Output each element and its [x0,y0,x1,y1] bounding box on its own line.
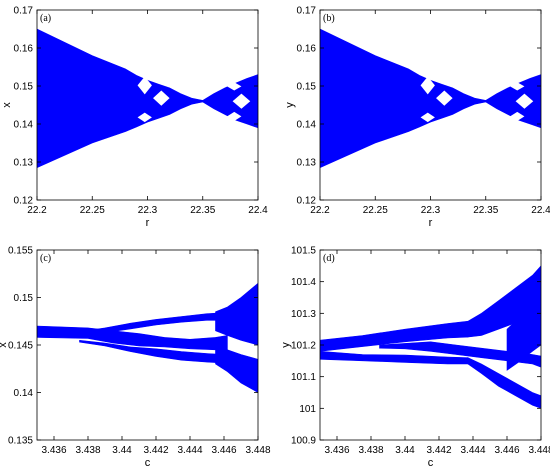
periodic-window-1 [420,76,435,95]
y-tick-label: 0.15 [14,82,34,93]
y-tick-label: 101.4 [291,277,316,288]
x-tick-label: 3.448 [245,445,270,456]
x-axis-label: c [145,457,151,469]
y-tick-label: 0.17 [14,6,34,17]
periodic-window-6 [510,111,525,121]
x-tick-label: 22.3 [421,205,441,216]
plot-area [37,282,258,393]
periodic-window-4 [227,82,242,91]
panel-c: 3.436 3.438 3.44 3.442 3.444 3.446 3.448 0.135 0… [0,246,271,470]
x-tick-label: 3.436 [41,445,66,456]
x-tick-label: 3.44 [395,445,415,456]
y-tick-label: 101.5 [291,246,316,257]
x-tick-label: 3.442 [426,445,451,456]
plot-area [320,28,541,169]
y-tick-label: 0.155 [8,246,33,257]
y-tick-label: 0.13 [297,158,317,169]
y-axis-label: x [0,342,9,348]
attractor-band-1 [320,28,541,169]
x-tick-label: 3.448 [528,445,550,456]
y-tick-label: 0.12 [14,196,34,207]
periodic-window-2 [153,90,170,106]
y-tick-label: 0.15 [14,293,34,304]
panel-label: (a) [40,13,51,24]
y-tick-label: 0.17 [297,6,317,17]
y-tick-label: 0.145 [8,341,33,352]
x-tick-label: 3.444 [460,445,485,456]
attractor-band-1 [37,28,258,169]
attractor-band-4 [467,357,541,409]
y-tick-label: 100.9 [291,436,316,447]
y-axis-label: y [280,342,292,348]
panel-b: 22.2 22.25 22.3 22.35 22.4 0.12 0.13 0.14 0.15 0.… [284,6,550,230]
x-axis-label: r [146,217,150,229]
panel-label: (c) [40,253,51,264]
attractor-band-6 [506,287,541,371]
y-tick-label: 101.1 [291,372,316,383]
y-tick-label: 0.15 [297,82,317,93]
x-tick-label: 22.35 [190,205,215,216]
x-tick-label: 22.2 [310,205,330,216]
x-axis-label: r [429,217,433,229]
x-tick-label: 22.3 [138,205,158,216]
y-tick-label: 0.16 [297,44,317,55]
x-tick-label: 22.4 [531,205,550,216]
periodic-window-1 [137,76,152,95]
x-tick-label: 3.438 [358,445,383,456]
panel-label: (d) [323,253,335,264]
periodic-window-2 [436,90,453,106]
periodic-window-6 [227,111,242,121]
y-tick-label: 101.3 [291,309,316,320]
panel-label: (b) [323,13,335,24]
y-axis-label: y [284,102,296,108]
y-tick-label: 0.14 [14,120,34,131]
plot-area [320,265,541,409]
x-tick-label: 22.35 [473,205,498,216]
y-tick-label: 0.13 [14,158,34,169]
attractor-band-5 [379,341,541,368]
x-tick-label: 22.25 [363,205,388,216]
attractor-band-4 [215,282,258,346]
periodic-window-3 [137,112,152,123]
x-tick-label: 3.44 [112,445,132,456]
y-axis-label: x [1,102,13,108]
x-tick-label: 3.436 [324,445,349,456]
y-tick-label: 0.16 [14,44,34,55]
y-tick-label: 0.14 [14,388,34,399]
y-tick-label: 101.2 [291,341,316,352]
attractor-band-5 [215,346,258,393]
panel-d: 3.436 3.438 3.44 3.442 3.444 3.446 3.448 100.9 1… [280,246,550,470]
y-tick-label: 0.14 [297,120,317,131]
x-tick-label: 22.4 [248,205,268,216]
periodic-window-4 [510,82,525,91]
panel-a: 22.2 22.25 22.3 22.35 22.4 0.12 0.13 0.14 0.15 0.… [1,6,268,230]
periodic-window-3 [420,112,435,123]
x-tick-label: 3.444 [177,445,202,456]
x-tick-label: 3.438 [75,445,100,456]
x-tick-label: 3.446 [494,445,519,456]
y-tick-label: 0.135 [8,436,33,447]
x-tick-label: 22.2 [27,205,47,216]
periodic-window-5 [515,93,534,109]
attractor-band-3 [467,265,541,338]
plot-area [37,28,258,169]
periodic-window-5 [232,93,251,109]
x-tick-label: 22.25 [80,205,105,216]
y-tick-label: 101 [299,404,316,415]
x-tick-label: 3.442 [143,445,168,456]
y-tick-label: 0.12 [297,196,317,207]
x-tick-label: 3.446 [211,445,236,456]
attractor-band-2 [79,312,225,335]
x-axis-label: c [428,457,434,469]
